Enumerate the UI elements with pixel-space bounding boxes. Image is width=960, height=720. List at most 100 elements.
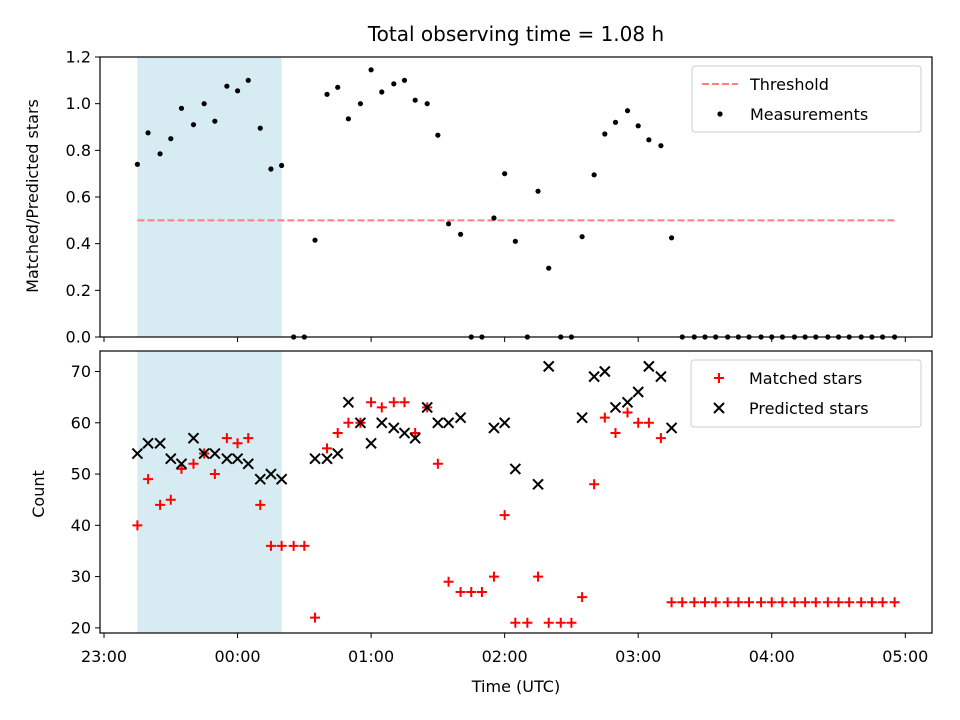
y-axis-ticks: 0.0 0.2 0.4 0.6 0.8 1.0 1.2 bbox=[66, 48, 100, 347]
data-point bbox=[555, 617, 566, 628]
plot-frame bbox=[99, 350, 933, 634]
data-point bbox=[221, 452, 233, 465]
data-point bbox=[602, 131, 608, 137]
y-tick-label: 0.2 bbox=[66, 281, 91, 300]
legend-label: Predicted stars bbox=[749, 399, 869, 418]
data-point bbox=[810, 597, 821, 608]
data-point bbox=[445, 221, 452, 227]
data-point bbox=[522, 617, 533, 628]
data-point bbox=[488, 571, 499, 582]
x-tick-label: 02:00 bbox=[482, 647, 528, 666]
data-point bbox=[646, 137, 652, 143]
data-point bbox=[388, 422, 400, 434]
data-point bbox=[321, 452, 333, 465]
data-point bbox=[187, 432, 200, 444]
data-point bbox=[733, 597, 744, 608]
axes-border bbox=[99, 350, 933, 634]
data-point bbox=[201, 101, 207, 107]
data-point bbox=[157, 151, 163, 157]
data-point bbox=[599, 412, 610, 423]
data-point bbox=[354, 417, 367, 429]
data-point bbox=[299, 540, 310, 551]
data-point bbox=[766, 597, 777, 608]
legend: Threshold Measurements bbox=[691, 65, 922, 133]
data-point bbox=[176, 463, 187, 474]
data-point bbox=[190, 122, 197, 128]
data-point bbox=[145, 130, 151, 136]
data-point bbox=[466, 586, 477, 597]
data-point bbox=[421, 401, 433, 414]
y-axis-ticks: 20 30 40 50 60 70 bbox=[71, 362, 100, 637]
data-point bbox=[245, 77, 251, 83]
data-point bbox=[533, 571, 544, 582]
data-point bbox=[332, 447, 344, 460]
legend-label: Measurements bbox=[750, 105, 868, 124]
y-tick-label: 40 bbox=[71, 516, 91, 535]
data-point bbox=[379, 89, 385, 95]
data-point bbox=[357, 101, 364, 107]
data-point bbox=[401, 77, 408, 83]
y-tick-label: 0.8 bbox=[66, 141, 91, 160]
y-tick-label: 70 bbox=[71, 362, 91, 381]
data-point bbox=[332, 428, 343, 439]
data-point bbox=[231, 452, 244, 465]
data-point bbox=[643, 417, 654, 428]
data-point bbox=[599, 365, 611, 378]
data-point bbox=[312, 237, 318, 243]
data-point bbox=[276, 540, 287, 551]
data-point bbox=[424, 101, 430, 107]
data-point bbox=[498, 417, 511, 429]
x-axis-label: Time (UTC) bbox=[471, 677, 560, 696]
data-point bbox=[234, 88, 241, 94]
data-point bbox=[255, 499, 266, 510]
data-point bbox=[409, 432, 421, 444]
data-point bbox=[512, 238, 518, 244]
data-point bbox=[710, 597, 721, 608]
data-point bbox=[432, 458, 443, 469]
data-point bbox=[833, 597, 844, 608]
y-tick-label: 1.2 bbox=[66, 48, 91, 67]
data-point bbox=[368, 67, 374, 73]
observing-window-shade bbox=[137, 57, 282, 337]
data-point bbox=[398, 427, 411, 439]
y-axis-label: Matched/Predicted stars bbox=[23, 99, 42, 293]
data-point bbox=[699, 597, 710, 608]
data-point bbox=[310, 612, 321, 623]
x-tick-label: 23:00 bbox=[81, 647, 127, 666]
data-point bbox=[143, 474, 154, 485]
data-point bbox=[412, 97, 418, 103]
data-point bbox=[175, 458, 188, 470]
data-point bbox=[454, 411, 467, 424]
data-point bbox=[689, 597, 700, 608]
data-point bbox=[345, 116, 351, 122]
y-tick-label: 0.0 bbox=[66, 328, 91, 347]
data-point bbox=[577, 592, 588, 603]
data-point bbox=[658, 143, 664, 149]
data-point bbox=[288, 540, 299, 551]
data-point bbox=[324, 91, 330, 97]
data-point bbox=[491, 215, 497, 221]
legend-handle bbox=[714, 373, 724, 383]
data-point bbox=[566, 617, 577, 628]
data-point bbox=[455, 586, 466, 597]
data-point bbox=[532, 478, 544, 491]
x-tick-label: 03:00 bbox=[615, 647, 661, 666]
data-point bbox=[722, 597, 733, 608]
y-tick-label: 50 bbox=[71, 465, 91, 484]
data-point bbox=[633, 417, 644, 428]
data-point bbox=[388, 397, 399, 408]
x-axis-ticks bbox=[103, 337, 906, 342]
y-tick-label: 0.6 bbox=[66, 188, 91, 207]
y-tick-label: 0.4 bbox=[66, 234, 91, 253]
data-point bbox=[677, 597, 688, 608]
data-point bbox=[543, 617, 554, 628]
data-point bbox=[756, 597, 767, 608]
data-point bbox=[268, 166, 274, 172]
data-point bbox=[257, 125, 263, 131]
data-point bbox=[666, 597, 677, 608]
data-point bbox=[543, 360, 555, 373]
plot-frame bbox=[99, 56, 933, 338]
data-point bbox=[178, 105, 185, 111]
data-point bbox=[142, 437, 154, 449]
